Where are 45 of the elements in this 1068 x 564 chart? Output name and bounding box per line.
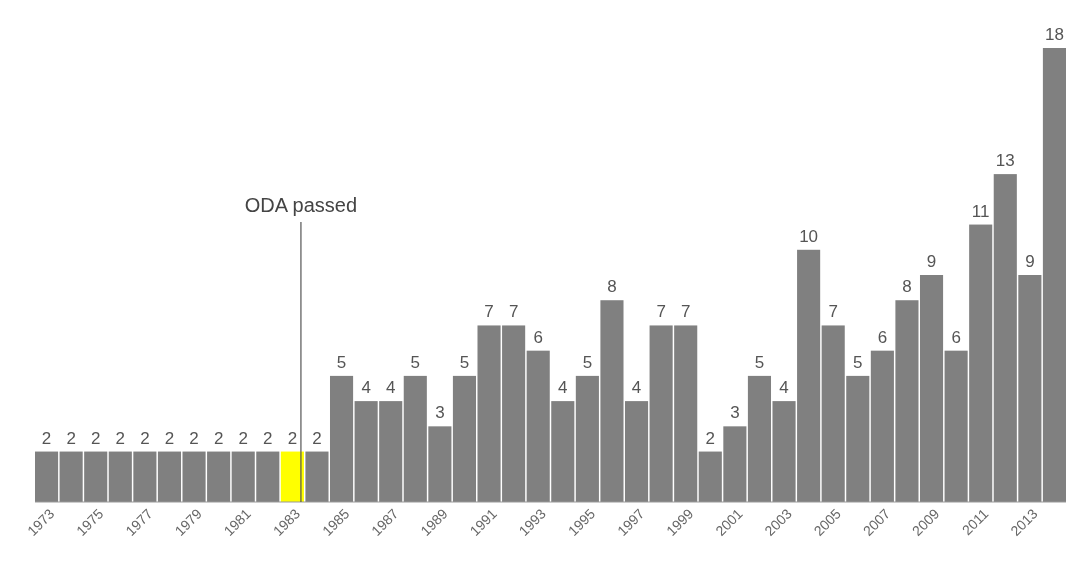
data-label: 7 — [680, 302, 691, 322]
data-label: 2 — [213, 428, 224, 448]
bar — [35, 451, 59, 502]
data-label: 8 — [607, 277, 617, 297]
ref-line-label: ODA passed — [244, 194, 358, 216]
data-label: 2 — [238, 428, 248, 448]
data-label: 2 — [287, 428, 298, 448]
data-label: 2 — [41, 428, 52, 448]
data-label: 4 — [385, 378, 396, 398]
data-label: 4 — [779, 378, 789, 398]
data-label: 5 — [459, 352, 470, 372]
data-label: 5 — [582, 352, 593, 372]
data-label: 4 — [631, 378, 642, 398]
data-label: 11 — [971, 201, 990, 221]
data-label: 4 — [558, 378, 568, 398]
bar — [1042, 48, 1066, 502]
data-label: 3 — [730, 403, 740, 423]
data-label: 9 — [926, 252, 937, 271]
data-label: 2 — [164, 428, 175, 448]
data-label: 6 — [877, 327, 888, 347]
data-label: 5 — [336, 352, 347, 372]
data-label: 5 — [754, 352, 765, 372]
data-label: 7 — [828, 302, 838, 322]
data-label: 2 — [189, 428, 199, 448]
data-label: 9 — [1025, 252, 1035, 271]
data-label: 18 — [1044, 25, 1064, 44]
data-label: 3 — [435, 403, 445, 423]
data-label: 4 — [361, 378, 371, 398]
data-label: 5 — [410, 352, 421, 372]
data-label: 10 — [799, 226, 819, 246]
data-label: 7 — [484, 302, 494, 322]
data-label: 2 — [312, 428, 322, 448]
data-label: 6 — [951, 327, 961, 347]
data-label: 6 — [533, 327, 543, 347]
data-label: 2 — [705, 428, 716, 448]
data-label: 13 — [995, 151, 1015, 171]
data-label: 2 — [90, 428, 101, 448]
data-label: 8 — [902, 277, 912, 297]
data-label: 7 — [508, 302, 519, 322]
data-label: 5 — [853, 352, 863, 372]
data-label: 2 — [115, 428, 126, 448]
data-label: 7 — [656, 302, 666, 322]
data-label: 2 — [140, 428, 150, 448]
data-label: 2 — [66, 428, 76, 448]
data-label: 2 — [263, 428, 273, 448]
